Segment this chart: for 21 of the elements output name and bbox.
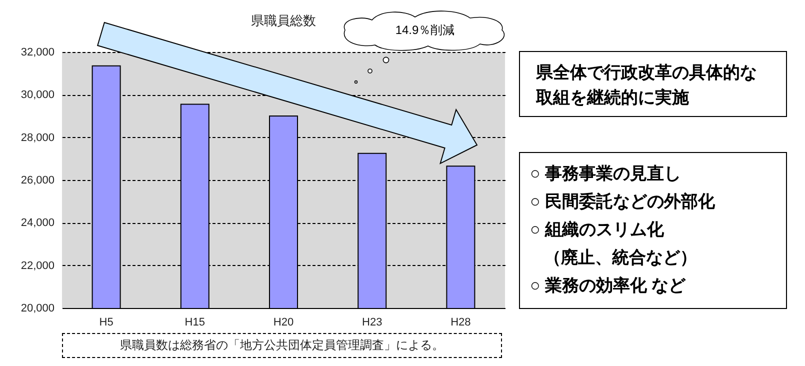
x-tick-label: H28 <box>450 316 471 328</box>
y-tick-label: 22,000 <box>20 260 54 272</box>
y-tick-label: 26,000 <box>20 174 54 186</box>
x-tick-label: H20 <box>273 316 294 328</box>
text: ○ 民間委託などの外部化 <box>530 191 716 213</box>
y-tick-label: 32,000 <box>20 46 54 58</box>
chart-title: 県職員総数 <box>251 13 316 28</box>
x-tick-label: H23 <box>362 316 382 328</box>
y-tick-label: 28,000 <box>20 132 54 144</box>
y-tick-label: 24,000 <box>20 217 54 230</box>
x-tick-label: H5 <box>99 316 114 328</box>
text: ○ 組織のスリム化 <box>530 219 665 241</box>
y-tick-label: 30,000 <box>20 89 54 102</box>
x-tick-label: H15 <box>184 316 205 328</box>
text: 県全体で行政改革の具体的な取組を継続的に実施 <box>536 62 758 109</box>
text: 県職員数は総務省の「地方公共団体定員管理調査」による。 <box>62 333 502 358</box>
text: ○ 事務事業の見直し <box>530 163 682 185</box>
text: （廃止、統合など） <box>543 247 698 269</box>
y-tick-label: 20,000 <box>20 302 54 314</box>
text: 14.9％削減 <box>394 22 456 39</box>
text: ○ 業務の効率化 など <box>530 275 687 297</box>
